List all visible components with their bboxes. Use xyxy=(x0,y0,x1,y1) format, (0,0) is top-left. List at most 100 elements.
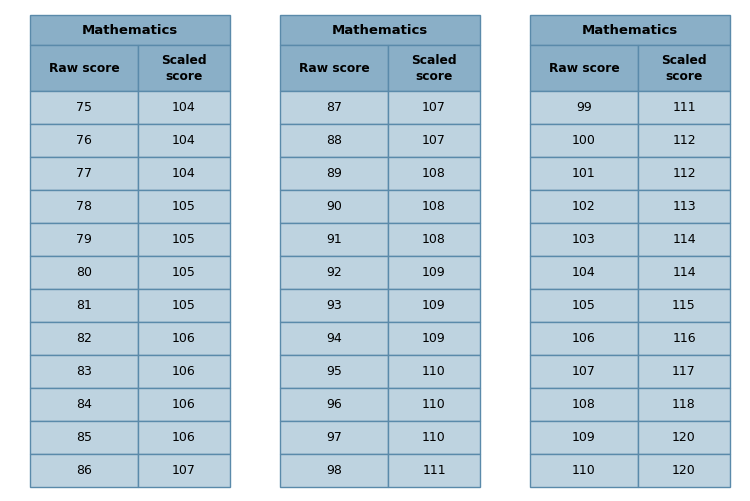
Bar xyxy=(30,124,138,157)
Bar xyxy=(530,91,638,124)
Bar xyxy=(30,45,138,91)
Bar xyxy=(138,322,230,355)
Bar xyxy=(138,45,230,91)
Bar xyxy=(138,355,230,388)
Bar xyxy=(530,256,638,289)
Text: 105: 105 xyxy=(572,299,596,312)
Bar xyxy=(530,355,638,388)
Text: Raw score: Raw score xyxy=(49,62,119,75)
Bar xyxy=(280,421,388,454)
Bar xyxy=(30,454,138,487)
Text: 114: 114 xyxy=(672,266,696,279)
Text: 106: 106 xyxy=(572,332,596,345)
Bar xyxy=(280,91,388,124)
Bar xyxy=(530,15,730,45)
Bar xyxy=(388,355,480,388)
Bar xyxy=(138,256,230,289)
Text: 108: 108 xyxy=(572,398,596,411)
Text: 108: 108 xyxy=(422,167,446,180)
Bar xyxy=(280,15,480,45)
Bar xyxy=(30,15,230,45)
Text: 117: 117 xyxy=(672,365,696,378)
Text: 120: 120 xyxy=(672,431,696,444)
Text: 105: 105 xyxy=(172,233,196,246)
Text: 76: 76 xyxy=(76,134,92,147)
Text: 91: 91 xyxy=(326,233,342,246)
Bar xyxy=(388,91,480,124)
Bar xyxy=(530,124,638,157)
Text: 92: 92 xyxy=(326,266,342,279)
Bar xyxy=(530,190,638,223)
Text: 97: 97 xyxy=(326,431,342,444)
Bar xyxy=(638,322,730,355)
Bar xyxy=(388,322,480,355)
Bar xyxy=(388,454,480,487)
Bar xyxy=(138,454,230,487)
Text: 106: 106 xyxy=(172,431,196,444)
Text: 89: 89 xyxy=(326,167,342,180)
Bar xyxy=(388,421,480,454)
Text: 110: 110 xyxy=(422,398,445,411)
Bar xyxy=(638,190,730,223)
Bar xyxy=(638,223,730,256)
Bar xyxy=(280,454,388,487)
Bar xyxy=(388,388,480,421)
Bar xyxy=(530,223,638,256)
Bar xyxy=(638,388,730,421)
Bar xyxy=(280,190,388,223)
Text: 120: 120 xyxy=(672,464,696,477)
Bar xyxy=(280,157,388,190)
Text: 96: 96 xyxy=(326,398,342,411)
Bar xyxy=(30,190,138,223)
Bar xyxy=(138,190,230,223)
Bar xyxy=(638,124,730,157)
Text: 102: 102 xyxy=(572,200,596,213)
Bar xyxy=(638,91,730,124)
Bar xyxy=(388,190,480,223)
Text: Mathematics: Mathematics xyxy=(82,24,178,37)
Bar xyxy=(30,322,138,355)
Bar xyxy=(530,421,638,454)
Text: 85: 85 xyxy=(76,431,92,444)
Bar xyxy=(530,322,638,355)
Text: 111: 111 xyxy=(672,101,696,114)
Bar xyxy=(280,124,388,157)
Text: Raw score: Raw score xyxy=(548,62,620,75)
Text: Mathematics: Mathematics xyxy=(332,24,428,37)
Text: 110: 110 xyxy=(422,431,445,444)
Bar xyxy=(30,388,138,421)
Bar xyxy=(30,355,138,388)
Text: 86: 86 xyxy=(76,464,92,477)
Text: 93: 93 xyxy=(326,299,342,312)
Text: 112: 112 xyxy=(672,134,696,147)
Text: 101: 101 xyxy=(572,167,596,180)
Text: 109: 109 xyxy=(422,266,445,279)
Text: 94: 94 xyxy=(326,332,342,345)
Text: 106: 106 xyxy=(172,332,196,345)
Text: 80: 80 xyxy=(76,266,92,279)
Text: 109: 109 xyxy=(422,332,445,345)
Text: 100: 100 xyxy=(572,134,596,147)
Bar xyxy=(638,454,730,487)
Bar xyxy=(138,289,230,322)
Bar xyxy=(280,289,388,322)
Text: 75: 75 xyxy=(76,101,92,114)
Bar xyxy=(530,388,638,421)
Bar xyxy=(30,157,138,190)
Bar xyxy=(388,45,480,91)
Bar xyxy=(30,91,138,124)
Text: 98: 98 xyxy=(326,464,342,477)
Bar xyxy=(30,421,138,454)
Bar xyxy=(280,256,388,289)
Text: 109: 109 xyxy=(422,299,445,312)
Text: 81: 81 xyxy=(76,299,92,312)
Text: 95: 95 xyxy=(326,365,342,378)
Text: 113: 113 xyxy=(672,200,696,213)
Bar xyxy=(638,45,730,91)
Bar xyxy=(138,91,230,124)
Bar xyxy=(30,256,138,289)
Bar xyxy=(138,421,230,454)
Bar xyxy=(30,223,138,256)
Bar xyxy=(138,157,230,190)
Text: 77: 77 xyxy=(76,167,92,180)
